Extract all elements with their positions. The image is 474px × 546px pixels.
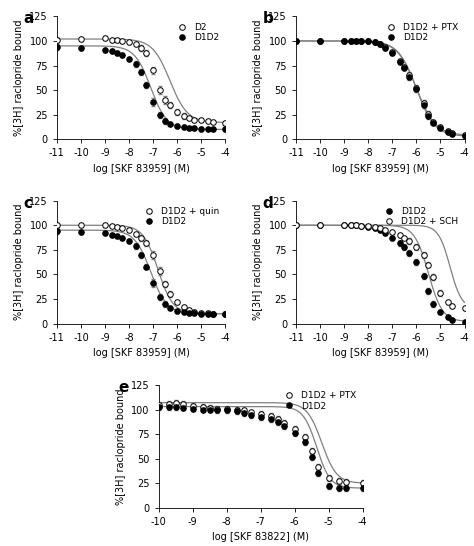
Legend: D1D2 + PTX, D1D2: D1D2 + PTX, D1D2	[278, 389, 358, 412]
Text: c: c	[23, 195, 32, 211]
X-axis label: log [SKF 83959] (M): log [SKF 83959] (M)	[332, 164, 429, 174]
Text: d: d	[263, 195, 273, 211]
Y-axis label: %[3H] raclopride bound: %[3H] raclopride bound	[14, 204, 24, 321]
Y-axis label: %[3H] raclopride bound: %[3H] raclopride bound	[14, 20, 24, 136]
Y-axis label: %[3H] raclopride bound: %[3H] raclopride bound	[253, 204, 263, 321]
X-axis label: log [SKF 83822] (M): log [SKF 83822] (M)	[212, 532, 309, 542]
Text: b: b	[263, 11, 273, 26]
Legend: D1D2 + quin, D1D2: D1D2 + quin, D1D2	[138, 205, 221, 228]
Legend: D1D2, D1D2 + SCH: D1D2, D1D2 + SCH	[379, 205, 460, 228]
Y-axis label: %[3H] raclopride bound: %[3H] raclopride bound	[116, 388, 126, 505]
Text: a: a	[23, 11, 34, 26]
Y-axis label: %[3H] raclopride bound: %[3H] raclopride bound	[253, 20, 263, 136]
X-axis label: log [SKF 83959] (M): log [SKF 83959] (M)	[332, 348, 429, 358]
X-axis label: log [SKF 83959] (M): log [SKF 83959] (M)	[92, 164, 190, 174]
Legend: D2, D1D2: D2, D1D2	[171, 21, 221, 44]
Text: e: e	[118, 380, 128, 395]
X-axis label: log [SKF 83959] (M): log [SKF 83959] (M)	[92, 348, 190, 358]
Legend: D1D2 + PTX, D1D2: D1D2 + PTX, D1D2	[380, 21, 460, 44]
